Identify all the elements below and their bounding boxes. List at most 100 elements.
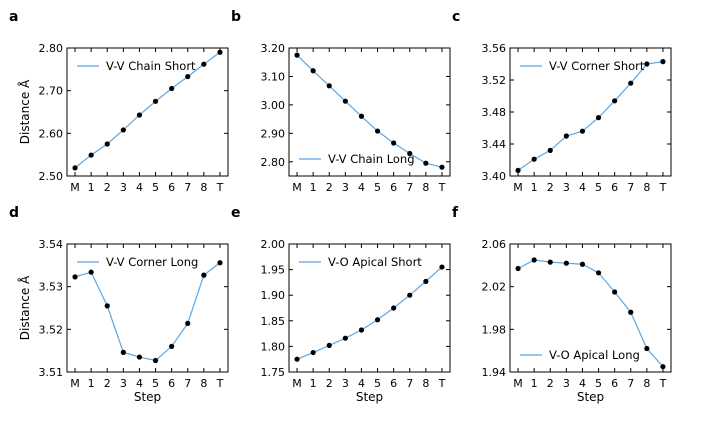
- x-tick-label: 6: [390, 377, 397, 390]
- y-tick-label: 3.54: [39, 238, 64, 251]
- y-tick-label: 3.00: [261, 99, 286, 112]
- y-tick-label: 3.48: [482, 106, 507, 119]
- y-tick-label: 2.00: [261, 238, 286, 251]
- x-tick-label: 1: [88, 181, 95, 194]
- data-point: [547, 259, 553, 265]
- data-point: [358, 327, 365, 333]
- data-point: [72, 165, 78, 171]
- x-tick-label: 8: [422, 181, 429, 194]
- legend-label: V-O Apical Long: [549, 348, 640, 362]
- x-tick-label: T: [216, 181, 224, 194]
- x-tick-label: 4: [358, 181, 365, 194]
- y-tick-label: 3.52: [39, 323, 64, 336]
- y-tick-label: 2.80: [261, 156, 286, 169]
- series-line: [74, 262, 221, 362]
- data-point: [342, 335, 348, 341]
- x-tick-label: 8: [200, 181, 207, 194]
- y-tick-label: 3.44: [482, 138, 507, 151]
- series-line: [296, 266, 443, 360]
- x-tick-label: 2: [547, 181, 554, 194]
- y-axis-label: Distance Å: [17, 275, 32, 340]
- data-point: [104, 141, 110, 147]
- x-tick-label: T: [659, 377, 667, 390]
- panel-label: b: [231, 9, 241, 25]
- x-tick-label: 6: [168, 377, 175, 390]
- data-point: [120, 349, 126, 355]
- y-tick-label: 2.60: [39, 127, 64, 140]
- x-tick-label: M: [513, 181, 523, 194]
- x-tick-label: 8: [643, 377, 650, 390]
- x-tick-label: 2: [104, 377, 111, 390]
- legend-label: V-V Chain Long: [328, 152, 415, 166]
- x-tick-label: 3: [563, 377, 570, 390]
- data-point: [644, 61, 650, 67]
- x-tick-label: 6: [168, 181, 175, 194]
- data-point: [201, 61, 207, 67]
- x-tick-label: 4: [579, 377, 586, 390]
- y-tick-label: 3.56: [482, 42, 507, 55]
- y-tick-label: 2.06: [482, 238, 507, 251]
- legend-label: V-V Chain Short: [106, 59, 196, 73]
- data-point: [152, 98, 159, 104]
- x-tick-label: 4: [358, 377, 365, 390]
- data-point: [644, 345, 650, 352]
- panel-label: f: [452, 205, 459, 221]
- y-tick-label: 2.70: [39, 85, 64, 98]
- data-point: [342, 98, 348, 104]
- data-point: [120, 127, 126, 133]
- y-tick-label: 1.75: [261, 366, 286, 379]
- data-point: [326, 342, 332, 348]
- data-point: [294, 52, 300, 58]
- x-tick-label: M: [70, 181, 80, 194]
- data-point: [136, 112, 143, 118]
- panel-label: e: [231, 205, 241, 221]
- y-axis-label: Distance Å: [17, 79, 32, 144]
- data-point: [660, 364, 666, 370]
- data-point: [358, 113, 365, 119]
- x-tick-label: 7: [406, 181, 413, 194]
- x-tick-label: 5: [595, 377, 602, 390]
- y-tick-label: 1.80: [261, 340, 286, 353]
- y-tick-label: 3.52: [482, 74, 507, 87]
- x-tick-label: M: [513, 377, 523, 390]
- panel-e: e M 1 2 3 4 5 6 7 8 T 1.75 1.80 1.85 1.90 1.95 2.00 Step V…: [231, 205, 451, 404]
- x-tick-label: 5: [152, 181, 159, 194]
- x-tick-label: 2: [104, 181, 111, 194]
- x-tick-label: 1: [310, 181, 317, 194]
- y-tick-label: 1.98: [482, 323, 507, 336]
- x-tick-label: 3: [120, 181, 127, 194]
- data-point: [628, 309, 634, 315]
- y-tick-label: 3.40: [482, 170, 507, 183]
- x-tick-label: T: [438, 377, 446, 390]
- x-tick-label: 5: [374, 377, 381, 390]
- data-point: [547, 147, 553, 153]
- data-point: [217, 260, 223, 266]
- x-tick-label: 2: [547, 377, 554, 390]
- data-point: [563, 260, 569, 266]
- x-tick-label: 6: [611, 377, 618, 390]
- y-tick-label: 3.51: [39, 366, 64, 379]
- x-tick-label: 2: [326, 377, 333, 390]
- panel-f: f M 1 2 3 4 5 6 7 8 T 1.94 1.98 2.02 2.06 Step V-O Apica…: [452, 205, 672, 404]
- x-tick-label: 1: [310, 377, 317, 390]
- data-point: [185, 320, 191, 326]
- x-tick-label: M: [292, 181, 302, 194]
- y-tick-label: 3.10: [261, 70, 286, 83]
- x-tick-label: T: [216, 377, 224, 390]
- x-tick-label: 4: [136, 377, 143, 390]
- panel-label: c: [452, 9, 460, 25]
- panel-d: d M 1 2 3 4 5 6 7 8 T 3.51 3.52 3.53 3.54 Distance Å Ste…: [9, 205, 229, 404]
- data-point: [531, 257, 537, 263]
- data-point: [423, 278, 429, 284]
- x-tick-label: 3: [563, 181, 570, 194]
- x-tick-label: M: [292, 377, 302, 390]
- series-line: [517, 259, 664, 368]
- x-tick-label: 8: [200, 377, 207, 390]
- data-point: [628, 80, 634, 86]
- data-point: [185, 73, 191, 80]
- x-tick-label: 1: [531, 181, 538, 194]
- x-tick-label: 2: [326, 181, 333, 194]
- y-tick-label: 2.02: [482, 281, 507, 294]
- x-tick-label: 4: [136, 181, 143, 194]
